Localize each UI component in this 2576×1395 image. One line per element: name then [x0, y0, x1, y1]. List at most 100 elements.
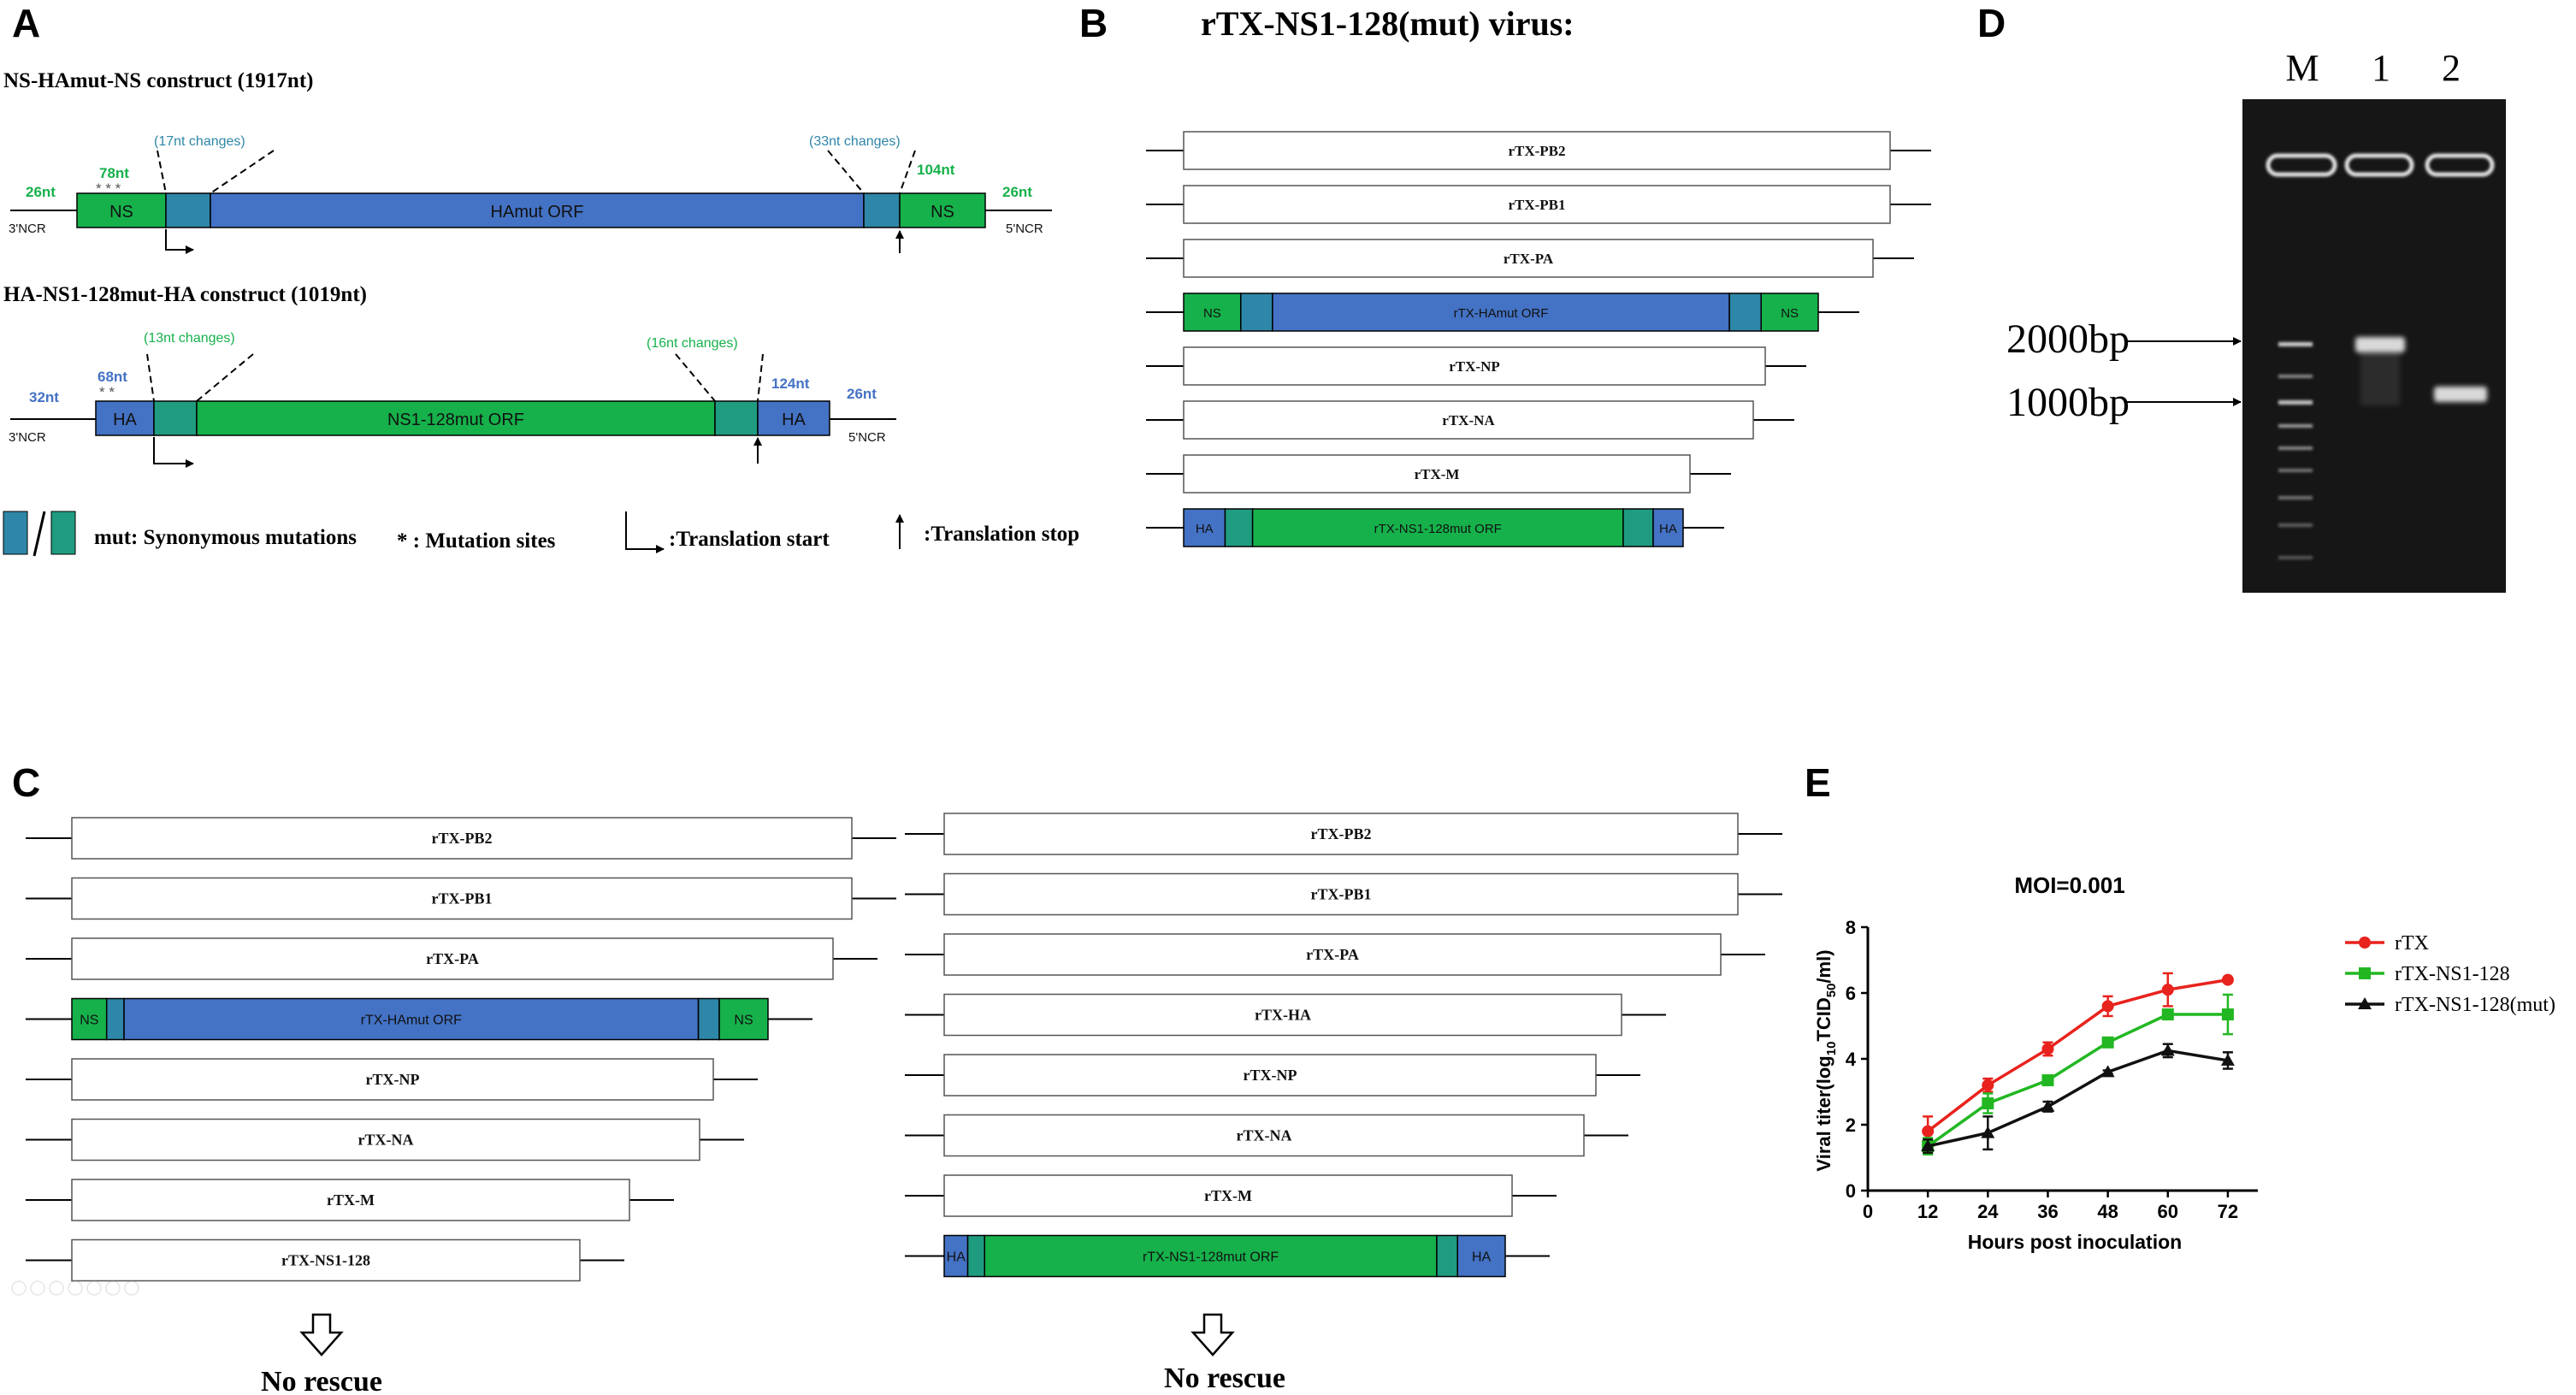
c-left-flank-left: NS	[80, 1014, 98, 1028]
c1-orf-label: HAmut ORF	[491, 203, 584, 222]
c-left-segment-6: rTX-NA	[26, 1118, 744, 1162]
legend-label: rTX-NS1-128	[2395, 963, 2510, 985]
series-line	[1927, 1013, 2228, 1148]
no-rescue-left: No rescue	[261, 1366, 382, 1395]
series-line	[1927, 978, 2229, 1133]
c2-ha-left-label: HA	[113, 411, 137, 429]
panel-c-right-segments: rTX-PB2 rTX-PB1 rTX-PA rTX-HA rTX-NP rTX-NA rT…	[905, 813, 1782, 1278]
c-left-label: rTX-NS1-128	[281, 1252, 370, 1269]
c1-translation-start-icon	[165, 229, 194, 254]
c1-hamut-orf	[210, 192, 865, 228]
legend-marker	[2359, 937, 2371, 949]
lane-label-2: 2	[2442, 47, 2461, 89]
c1-ns-len: 78nt	[99, 165, 129, 181]
y-tick-label: 0	[1846, 1180, 1856, 1202]
c2-mut-left	[153, 400, 198, 436]
down-arrow-right-icon	[1191, 1313, 1235, 1357]
legend-marker	[2359, 967, 2371, 979]
c-right-segment-3: rTX-PA	[905, 933, 1765, 976]
c1-change-right: (33nt changes)	[809, 134, 901, 149]
construct1-title: NS-HAmut-NS construct (1917nt)	[3, 69, 313, 92]
well-2	[2425, 153, 2495, 177]
panel-c-left-segments: rTX-PB2 rTX-PB1 rTX-PA NS NS rTX-HAmut ORF rTX…	[26, 817, 896, 1282]
panel-letter-c: C	[12, 760, 41, 805]
legend-label: rTX-NS1-128(mut)	[2395, 994, 2555, 1016]
c1-right-len: 26nt	[1002, 184, 1032, 200]
data-point	[1921, 1139, 1935, 1152]
c-right-segment-8: HA HA rTX-NS1-128mut ORF	[905, 1234, 1550, 1278]
c-left-segment-5: rTX-NP	[26, 1058, 758, 1101]
data-point	[1981, 1126, 1995, 1138]
c2-stars: * *	[99, 384, 115, 400]
c-left-segment-8: rTX-NS1-128	[26, 1238, 624, 1282]
b-label: rTX-M	[1415, 466, 1460, 482]
construct2-title: HA-NS1-128mut-HA construct (1019nt)	[3, 283, 367, 306]
marker-ladder	[2278, 342, 2313, 559]
chart-legend: rTX rTX-NS1-128 rTX-NS1-128(mut)	[2345, 932, 2555, 1016]
b-label: rTX-PB2	[1508, 143, 1565, 159]
c2-ha-right-box	[757, 400, 830, 436]
c-right-label: rTX-M	[1204, 1187, 1252, 1204]
lane-label-1: 1	[2372, 47, 2390, 89]
c-right-segment-7: rTX-M	[905, 1174, 1557, 1217]
legend-marker	[2358, 997, 2372, 1009]
c-left-label: rTX-PB2	[432, 830, 493, 847]
b-segment-2: rTX-PB1	[1146, 185, 1931, 224]
well-m	[2266, 153, 2337, 177]
c-right-label: rTX-NP	[1244, 1067, 1297, 1084]
panel-d: M 1 2 2000bp 1	[2006, 47, 2495, 559]
data-point	[1982, 1096, 1994, 1109]
data-point	[2161, 1008, 2174, 1021]
c1-right-ns-len: 104nt	[917, 162, 955, 178]
c-right-segment-2: rTX-PB1	[905, 872, 1782, 916]
b-label: rTX-NA	[1442, 412, 1495, 429]
construct2-diagram: HA NS1-128mut ORF HA 32nt 68nt * * 124nt…	[9, 331, 896, 468]
c-left-label: rTX-PB1	[432, 890, 493, 907]
b-segment-6: rTX-NA	[1146, 400, 1794, 440]
b-segment-8: HA HA rTX-NS1-128mut ORF	[1146, 508, 1724, 547]
construct1-diagram: NS HAmut ORF NS 26nt 78nt * * * 104nt 26…	[9, 134, 1052, 254]
c-left-segment-7: rTX-M	[26, 1179, 674, 1221]
c-right-segment-5: rTX-NP	[905, 1054, 1640, 1096]
data-point	[2161, 984, 2174, 996]
lane2-band	[2434, 387, 2487, 402]
chart-title: MOI=0.001	[2014, 872, 2124, 898]
c2-translation-start-icon	[153, 437, 194, 468]
data-point	[2101, 1036, 2114, 1049]
b-flank-right: NS	[1781, 306, 1799, 321]
data-point	[2041, 1043, 2054, 1055]
x-tick-label: 60	[2158, 1201, 2178, 1222]
b-orf-label: rTX-HAmut ORF	[1454, 306, 1549, 321]
panel-letter-e: E	[1805, 760, 1831, 805]
b-flank-right: HA	[1659, 522, 1677, 536]
b-segment-5: rTX-NP	[1146, 346, 1806, 386]
c1-ns-left-label: NS	[109, 203, 133, 222]
panel-b-segments: rTX-PB2 rTX-PB1 rTX-PA NS NS rTX-HAmut ORF rTX…	[1146, 131, 1931, 547]
lane1-band	[2355, 337, 2405, 352]
c-right-label: rTX-HA	[1255, 1007, 1311, 1024]
data-point	[2220, 1053, 2235, 1066]
panel-letter-b: B	[1079, 1, 1108, 45]
c2-change-left: (13nt changes)	[144, 331, 235, 346]
legend-start-text: :Translation start	[669, 528, 830, 551]
series-line	[1927, 1049, 2229, 1148]
panel-a-legend: mut: Synonymous mutations * : Mutation s…	[3, 511, 1079, 557]
c1-ns-right-label: NS	[931, 203, 954, 222]
c-right-flank-left: HA	[947, 1250, 966, 1265]
no-rescue-right: No rescue	[1164, 1362, 1285, 1394]
c1-mut-left	[165, 192, 211, 228]
c2-ha-left-box	[95, 400, 155, 436]
well-1	[2344, 153, 2414, 177]
data-point	[2221, 973, 2234, 986]
growth-curve-chart: MOI=0.001 Viral titer(log10TCID50/ml) Ho…	[1813, 872, 2555, 1253]
c-right-flank-right: HA	[1472, 1250, 1492, 1265]
b-flank-left: HA	[1196, 522, 1214, 536]
legend-mut-blue-swatch	[3, 511, 28, 555]
c-right-segment-1: rTX-PB2	[905, 813, 1782, 855]
c2-left-len: 32nt	[29, 389, 59, 405]
c1-ns-left-box	[76, 192, 167, 228]
c-left-segment-2: rTX-PB1	[26, 877, 896, 920]
b-segment-7: rTX-M	[1146, 454, 1731, 494]
c2-ncr5: 5'NCR	[848, 430, 886, 445]
